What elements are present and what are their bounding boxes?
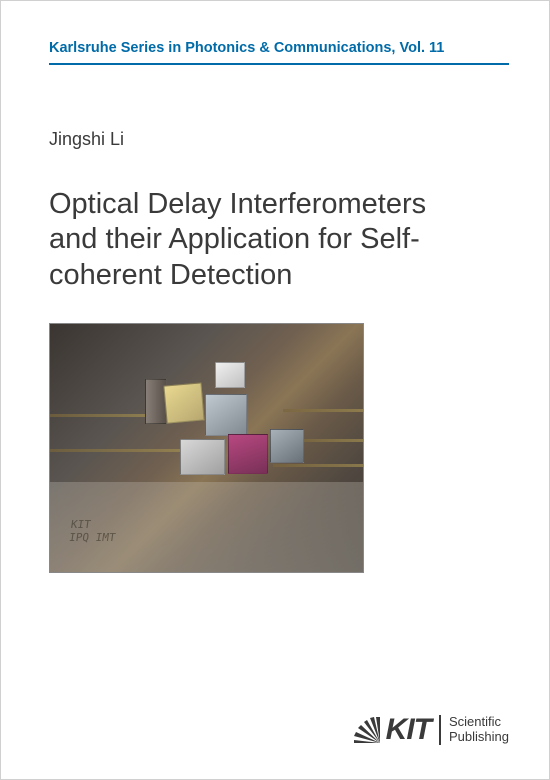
series-header: Karlsruhe Series in Photonics & Communic… xyxy=(49,39,509,57)
book-title: Optical Delay Interferometers and their … xyxy=(49,187,479,293)
cover-photo: KITIPQ IMT xyxy=(49,323,364,573)
chip-white xyxy=(215,362,245,388)
publisher-block: KIT Scientific Publishing xyxy=(352,713,509,747)
photo-scene: KITIPQ IMT xyxy=(50,324,363,572)
chip-dark xyxy=(270,429,304,463)
chip-steel xyxy=(205,394,247,436)
publisher-name: Scientific Publishing xyxy=(439,715,509,745)
wire-right-1 xyxy=(283,409,363,412)
substrate-etching: KITIPQ IMT xyxy=(68,518,118,544)
author-name: Jingshi Li xyxy=(49,129,124,150)
publisher-line2: Publishing xyxy=(449,730,509,745)
series-title: Karlsruhe Series in Photonics & Communic… xyxy=(49,40,444,56)
chip-gray xyxy=(180,439,225,475)
chip-gold xyxy=(163,382,204,423)
kit-fan-icon xyxy=(352,715,382,745)
wire-left-1 xyxy=(50,414,145,417)
series-divider xyxy=(49,63,509,65)
wire-right-3 xyxy=(273,464,363,467)
wire-left-2 xyxy=(50,449,180,452)
kit-wordmark: KIT xyxy=(386,713,431,747)
publisher-line1: Scientific xyxy=(449,715,509,730)
kit-logo: KIT xyxy=(352,713,431,747)
chip-magenta xyxy=(228,434,268,474)
